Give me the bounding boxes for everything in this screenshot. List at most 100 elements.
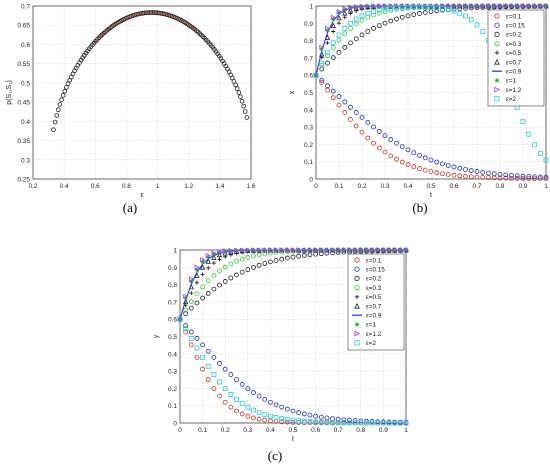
- chart-b-point: [445, 163, 451, 168]
- chart-b-xlabel: t: [430, 192, 432, 199]
- chart-b-legend-label: ε=0.15: [506, 23, 525, 30]
- chart-b-point: [509, 3, 515, 9]
- chart-b-point: [353, 16, 359, 22]
- panel-b: 0 0.1 0.2 0.3 0.4 0.5 0.6 0.7 0.8 0.9 1 0 0.1 0.2 0.3 0…: [289, 3, 549, 199]
- chart-c-point: [279, 256, 285, 262]
- chart-b-point: [451, 164, 457, 170]
- chart-a-xtick-label: 0.6: [91, 183, 100, 190]
- chart-b-point: [342, 110, 348, 115]
- chart-c-xtick-label: 0.1: [198, 427, 207, 434]
- chart-b-point: [411, 4, 417, 10]
- chart-c-point: [274, 248, 279, 253]
- chart-c-point: [392, 247, 398, 253]
- chart-c-legend-label: ε=1: [366, 322, 376, 329]
- chart-b-legend-label: ε=0.2: [506, 32, 522, 39]
- chart-b-point: [330, 22, 336, 29]
- chart-c-point: [347, 417, 352, 423]
- chart-b-point: [509, 175, 514, 181]
- chart-b-point: [405, 147, 411, 153]
- chart-b-xtick-label: 0.5: [426, 183, 435, 190]
- chart-a-ylabel: p(S₁,S₁): [6, 80, 13, 105]
- chart-a-ytick-label: 0.35: [17, 138, 30, 145]
- chart-b-point: [330, 14, 337, 21]
- chart-c-ytick-label: 0.5: [168, 334, 177, 341]
- chart-c-point: [392, 248, 397, 252]
- chart-b-point: [503, 175, 509, 181]
- chart-b-point: [365, 11, 371, 16]
- chart-c-point: [205, 291, 211, 296]
- chart-c-point: [228, 392, 234, 397]
- chart-c-point: [296, 418, 302, 424]
- chart-c-point: [194, 355, 200, 360]
- chart-a-ytick-label: 0.45: [17, 100, 30, 107]
- chart-a-xtick-label: 1.2: [184, 183, 193, 190]
- chart-c-point: [290, 408, 296, 414]
- chart-b-legend-swatch: [494, 86, 501, 93]
- chart-b-xtick-label: 0.3: [380, 183, 389, 190]
- chart-c-point: [352, 247, 359, 253]
- chart-b-point: [342, 10, 348, 16]
- chart-b-point: [331, 29, 336, 34]
- chart-a-point: [56, 107, 61, 113]
- chart-c-point: [375, 247, 381, 253]
- chart-b-point: [445, 7, 451, 13]
- chart-c-point: [262, 412, 268, 417]
- chart-c-point: [284, 247, 291, 253]
- chart-b-point: [331, 17, 336, 22]
- chart-b-legend-swatch: [494, 22, 500, 28]
- chart-b-point: [474, 174, 480, 180]
- chart-c-point: [211, 372, 217, 377]
- chart-c-xtick-label: 0.7: [334, 427, 343, 434]
- chart-b-point: [509, 4, 514, 8]
- chart-b-legend-label: ε=1.2: [506, 87, 522, 94]
- chart-a-point: [236, 90, 242, 95]
- chart-b-point: [445, 3, 452, 9]
- chart-c-point: [211, 355, 217, 360]
- chart-b-point: [457, 173, 463, 179]
- chart-b-point: [330, 45, 336, 50]
- chart-b-point: [405, 13, 411, 19]
- chart-c-point: [222, 250, 228, 256]
- chart-c-point: [188, 305, 194, 311]
- chart-c-point: [296, 248, 301, 253]
- chart-c-point: [364, 247, 370, 253]
- chart-c-point: [223, 249, 228, 254]
- chart-b-point: [440, 161, 445, 167]
- chart-b-legend-label: ε=0.5: [506, 50, 522, 57]
- chart-c-point: [194, 267, 199, 272]
- chart-a-point: [238, 94, 243, 100]
- chart-c-point: [211, 273, 217, 278]
- chart-b-point: [376, 129, 382, 134]
- chart-b-point: [468, 17, 474, 23]
- chart-b-point: [371, 26, 376, 31]
- chart-c-xlabel: t: [292, 436, 294, 443]
- chart-b-point: [382, 20, 388, 26]
- chart-b-ytick-label: 0.4: [304, 107, 313, 114]
- chart-c-legend-swatch: [354, 302, 360, 309]
- chart-b-point: [422, 155, 428, 161]
- chart-b-point: [509, 172, 514, 178]
- chart-b-point: [537, 150, 543, 156]
- chart-b-point: [538, 4, 543, 8]
- chart-b-xtick-label: 0.6: [449, 183, 458, 190]
- chart-b-point: [434, 5, 440, 11]
- chart-b-legend: [487, 9, 545, 107]
- chart-c-point: [330, 420, 335, 425]
- chart-c-point: [301, 411, 307, 417]
- chart-b-point: [347, 7, 354, 13]
- chart-c-point: [183, 293, 189, 299]
- chart-a-ytick-label: 0.55: [17, 61, 30, 68]
- chart-c-xtick-label: 0.5: [288, 427, 297, 434]
- chart-b-point: [399, 5, 405, 10]
- chart-b-point: [359, 32, 365, 38]
- chart-b-point: [532, 174, 537, 180]
- chart-b-point: [428, 5, 434, 10]
- chart-b-point: [480, 174, 486, 180]
- chart-c-point: [335, 247, 342, 253]
- chart-b-point: [491, 3, 498, 9]
- chart-a-ytick-label: 0.7: [21, 4, 30, 11]
- chart-c-point: [205, 363, 211, 369]
- chart-b-point: [451, 3, 457, 9]
- chart-b-point: [440, 4, 445, 9]
- chart-c-point: [330, 248, 335, 252]
